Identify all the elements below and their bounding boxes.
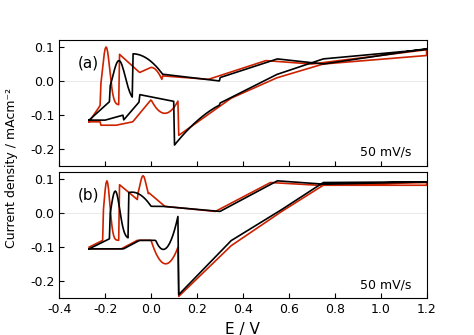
- X-axis label: E / V: E / V: [226, 322, 260, 335]
- Text: (a): (a): [78, 55, 99, 70]
- Text: 50 mV/s: 50 mV/s: [360, 146, 412, 159]
- Text: 50 mV/s: 50 mV/s: [360, 278, 412, 291]
- Text: Current density / mAcm⁻²: Current density / mAcm⁻²: [5, 87, 18, 248]
- Text: (b): (b): [78, 187, 99, 202]
